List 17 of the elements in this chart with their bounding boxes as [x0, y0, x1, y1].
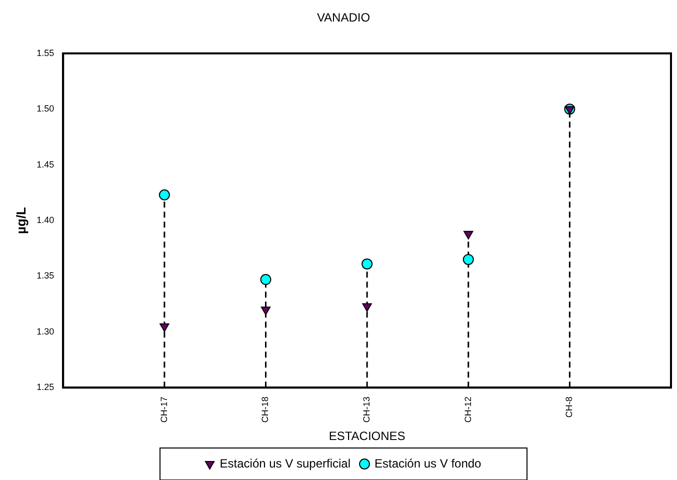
x-tick-label: CH-12 — [462, 396, 473, 423]
y-tick-label: 1.30 — [36, 326, 54, 336]
y-tick-label: 1.50 — [36, 104, 54, 114]
y-tick-label: 1.25 — [36, 382, 54, 392]
y-tick-label: 1.35 — [36, 270, 54, 281]
y-tick-label: 1.55 — [36, 48, 54, 58]
x-tick-label: CH-8 — [564, 396, 574, 418]
y-tick-label: 1.40 — [36, 214, 54, 225]
x-tick-label: CH-17 — [158, 396, 169, 423]
y-tick-label: 1.45 — [36, 159, 54, 170]
y-axis-title: µg/L — [13, 206, 28, 234]
chart-title: VANADIO — [316, 10, 370, 25]
x-tick-label: CH-13 — [362, 396, 372, 423]
x-tick-label: CH-18 — [260, 396, 270, 423]
legend-label: Estación us V superficial — [220, 456, 351, 470]
legend-label: Estación us V fondo — [374, 456, 482, 470]
x-axis-title: ESTACIONES — [328, 429, 406, 444]
